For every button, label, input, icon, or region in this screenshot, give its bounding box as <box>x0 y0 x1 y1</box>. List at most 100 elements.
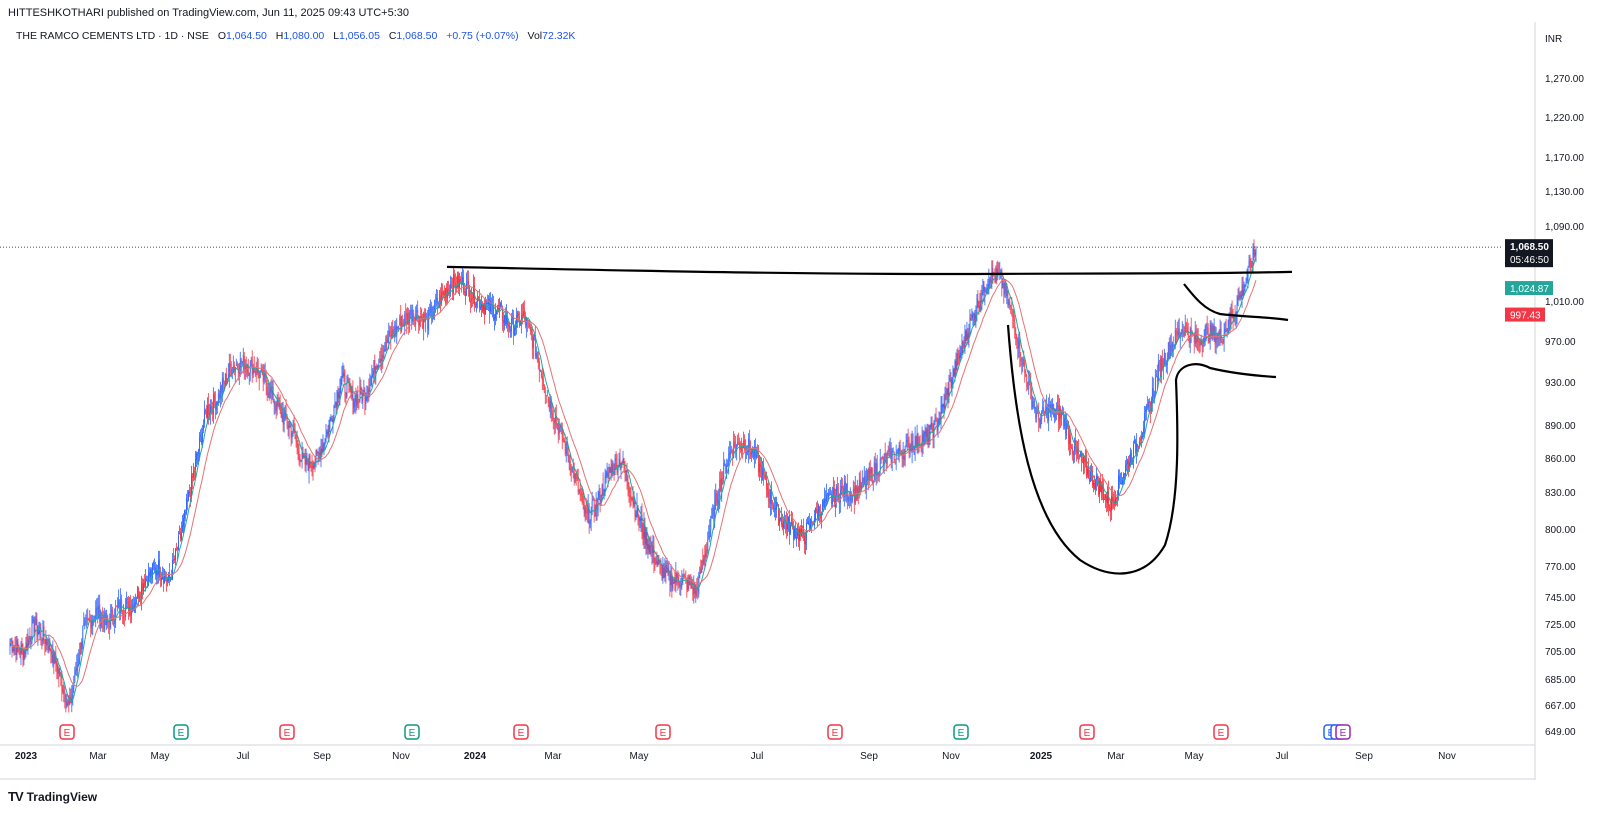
candle <box>1026 374 1028 392</box>
candle <box>466 272 467 297</box>
earnings-marker[interactable]: E <box>279 724 295 740</box>
earnings-marker[interactable]: E <box>1079 724 1095 740</box>
candle <box>1015 327 1017 346</box>
candle <box>856 479 858 501</box>
candle <box>1132 440 1134 469</box>
candle <box>472 292 473 307</box>
earnings-marker[interactable]: E <box>513 724 529 740</box>
fast-moving-average-line <box>9 257 1257 702</box>
candle <box>541 366 543 391</box>
candle <box>274 400 276 414</box>
candle <box>238 362 240 385</box>
earnings-marker[interactable]: E <box>655 724 671 740</box>
candle <box>1111 486 1112 521</box>
candle <box>939 412 941 424</box>
candle <box>630 487 632 507</box>
candle <box>884 442 886 462</box>
candle <box>122 609 124 624</box>
svg-text:E: E <box>518 728 525 739</box>
candle <box>1041 410 1043 425</box>
candle <box>1235 311 1237 328</box>
candle <box>203 400 205 428</box>
candle <box>269 381 271 399</box>
candle <box>803 518 804 542</box>
candle <box>1117 490 1118 507</box>
candle <box>1116 496 1117 506</box>
candle <box>187 490 188 511</box>
candle <box>460 276 462 285</box>
candle <box>38 621 40 635</box>
candle <box>1105 493 1106 509</box>
price-tags: 1,068.50 05:46:50 1,024.87 997.43 <box>0 239 1553 322</box>
candle <box>42 619 44 646</box>
tradingview-brand[interactable]: TV TradingView <box>8 789 97 804</box>
earnings-marker[interactable]: E <box>827 724 843 740</box>
candle <box>423 311 425 341</box>
candle <box>298 443 300 466</box>
candle <box>609 466 611 473</box>
candle <box>961 333 963 359</box>
candle <box>1165 360 1167 373</box>
candle <box>558 418 560 440</box>
candle <box>544 386 546 405</box>
candle <box>376 363 378 370</box>
candle <box>44 638 46 656</box>
candle <box>1186 318 1188 336</box>
candle <box>429 303 431 317</box>
time-tick-label: May <box>630 751 649 762</box>
candle <box>744 434 746 452</box>
candle <box>654 557 656 571</box>
candle <box>1190 317 1192 343</box>
candle <box>661 564 663 581</box>
candle <box>551 403 553 422</box>
earnings-marker[interactable]: E <box>1335 724 1351 740</box>
price-scale[interactable]: 1,270.00 1,220.00 1,170.00 1,130.00 1,090.00… <box>1545 74 1584 738</box>
candle <box>154 558 155 574</box>
candle <box>453 266 455 301</box>
earnings-marker[interactable]: E <box>59 724 75 740</box>
candle <box>804 531 805 554</box>
candle <box>18 644 20 655</box>
candle <box>1052 397 1054 415</box>
candle <box>792 512 793 530</box>
candle <box>459 272 461 297</box>
candle <box>863 466 865 485</box>
candle <box>847 495 849 507</box>
earnings-marker[interactable]: E <box>173 724 189 740</box>
candle <box>410 304 412 319</box>
candle <box>60 672 62 687</box>
candle <box>408 308 410 335</box>
candle <box>720 469 722 493</box>
candle <box>1218 329 1220 346</box>
candle <box>87 608 89 625</box>
candle <box>104 607 106 633</box>
candle <box>182 514 183 533</box>
earnings-marker[interactable]: E <box>1213 724 1229 740</box>
candle <box>331 416 333 422</box>
candle <box>82 625 84 652</box>
candle <box>1196 328 1198 351</box>
publisher-line: HITTESHKOTHARI published on TradingView.… <box>8 7 409 19</box>
candle <box>1183 326 1185 338</box>
candle <box>265 369 267 396</box>
candle <box>1025 369 1027 378</box>
candle <box>1013 308 1015 329</box>
candle <box>1110 498 1111 522</box>
candle <box>958 349 960 365</box>
candle <box>311 454 313 477</box>
candle <box>401 315 403 333</box>
candle <box>475 301 476 308</box>
candle <box>489 292 490 324</box>
candle <box>578 489 580 495</box>
candle <box>979 292 981 312</box>
candle <box>81 638 83 654</box>
time-scale[interactable]: 2023 Mar May Jul Sep Nov 2024 Mar May Jul Sep Nov 20… <box>15 751 1456 762</box>
earnings-marker[interactable]: E <box>404 724 420 740</box>
candle <box>121 594 123 614</box>
candle <box>407 307 409 325</box>
candle <box>421 308 423 322</box>
earnings-marker[interactable]: E <box>953 724 969 740</box>
candle <box>1120 472 1121 485</box>
candle <box>1200 334 1202 346</box>
